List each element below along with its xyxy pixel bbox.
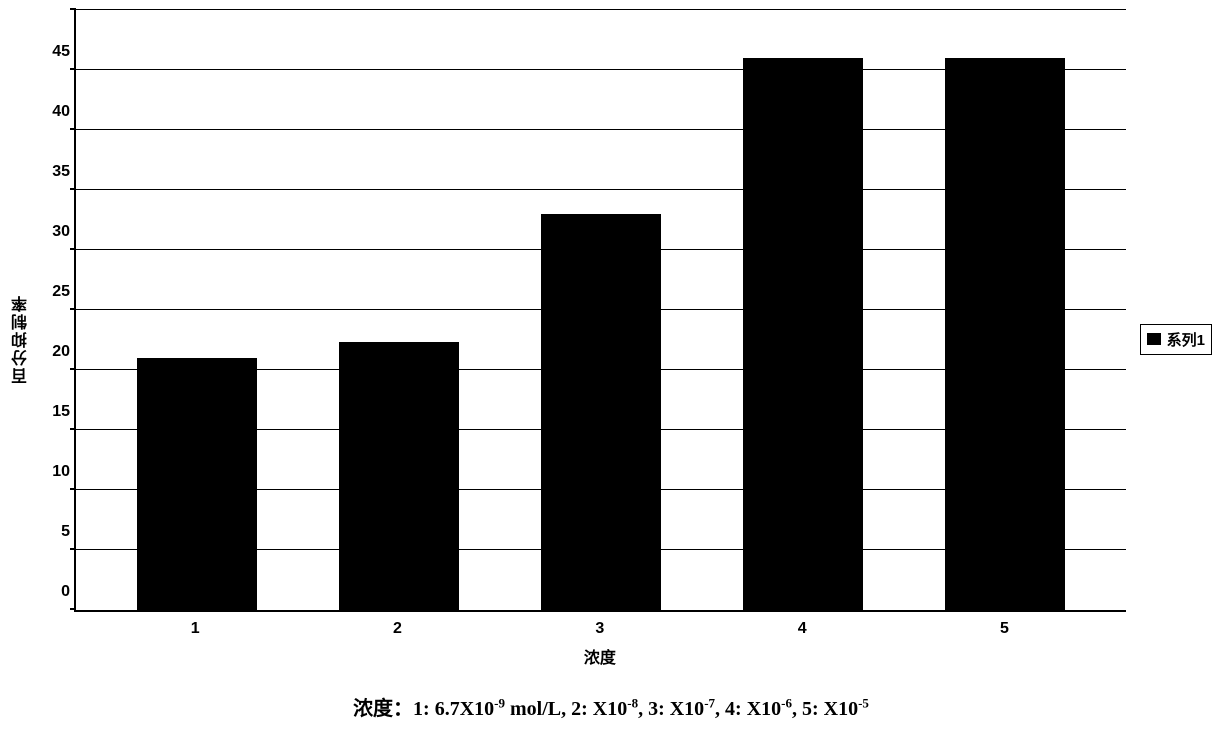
caption: 浓度：1: 6.7X10-9 mol/L, 2: X10-8, 3: X10-7… bbox=[10, 692, 1212, 721]
y-tick-mark bbox=[70, 68, 76, 70]
gridline bbox=[76, 489, 1126, 490]
y-tick-label: 35 bbox=[40, 163, 70, 181]
y-tick-label: 25 bbox=[40, 283, 70, 301]
gridline bbox=[76, 189, 1126, 190]
y-tick-mark bbox=[70, 248, 76, 250]
bar bbox=[945, 58, 1065, 610]
x-tick-label: 4 bbox=[701, 620, 903, 638]
x-tick-label: 1 bbox=[94, 620, 296, 638]
bar-slot bbox=[904, 10, 1106, 610]
y-tick-label: 20 bbox=[40, 343, 70, 361]
y-tick-label: 50 bbox=[40, 0, 70, 1]
y-tick-label: 40 bbox=[40, 103, 70, 121]
bar bbox=[541, 214, 661, 610]
y-tick-label: 45 bbox=[40, 43, 70, 61]
bar-slot bbox=[500, 10, 702, 610]
y-tick-mark bbox=[70, 488, 76, 490]
gridline bbox=[76, 129, 1126, 130]
x-axis-label: 浓度 bbox=[74, 644, 1126, 668]
gridline bbox=[76, 309, 1126, 310]
y-tick-mark bbox=[70, 308, 76, 310]
bar-slot bbox=[96, 10, 298, 610]
bar bbox=[339, 342, 459, 610]
legend-swatch bbox=[1147, 333, 1161, 345]
gridline bbox=[76, 429, 1126, 430]
bar bbox=[137, 358, 257, 610]
plot-area: 05101520253035404550 bbox=[74, 10, 1126, 612]
gridline bbox=[76, 369, 1126, 370]
y-tick-mark bbox=[70, 428, 76, 430]
y-tick-mark bbox=[70, 548, 76, 550]
y-tick-label: 5 bbox=[40, 523, 70, 541]
y-tick-label: 30 bbox=[40, 223, 70, 241]
chart-container: 百分抑制率 05101520253035404550 12345 浓度 系列1 bbox=[10, 10, 1212, 668]
y-tick-mark bbox=[70, 8, 76, 10]
gridline bbox=[76, 549, 1126, 550]
plot-wrap: 05101520253035404550 12345 浓度 bbox=[40, 10, 1126, 668]
bar bbox=[743, 58, 863, 610]
gridline bbox=[76, 9, 1126, 10]
x-tick-row: 12345 bbox=[74, 612, 1126, 638]
y-tick-label: 10 bbox=[40, 463, 70, 481]
y-tick-mark bbox=[70, 608, 76, 610]
y-tick-mark bbox=[70, 188, 76, 190]
bar-slot bbox=[298, 10, 500, 610]
bars-group bbox=[76, 10, 1126, 610]
y-tick-label: 0 bbox=[40, 583, 70, 601]
legend: 系列1 bbox=[1140, 324, 1212, 355]
gridline bbox=[76, 69, 1126, 70]
y-tick-mark bbox=[70, 128, 76, 130]
bar-slot bbox=[702, 10, 904, 610]
legend-label: 系列1 bbox=[1167, 329, 1205, 350]
y-tick-label: 15 bbox=[40, 403, 70, 421]
y-axis-label: 百分抑制率 bbox=[10, 294, 34, 384]
x-tick-label: 2 bbox=[296, 620, 498, 638]
x-tick-label: 3 bbox=[499, 620, 701, 638]
x-tick-label: 5 bbox=[903, 620, 1105, 638]
gridline bbox=[76, 249, 1126, 250]
y-tick-mark bbox=[70, 368, 76, 370]
